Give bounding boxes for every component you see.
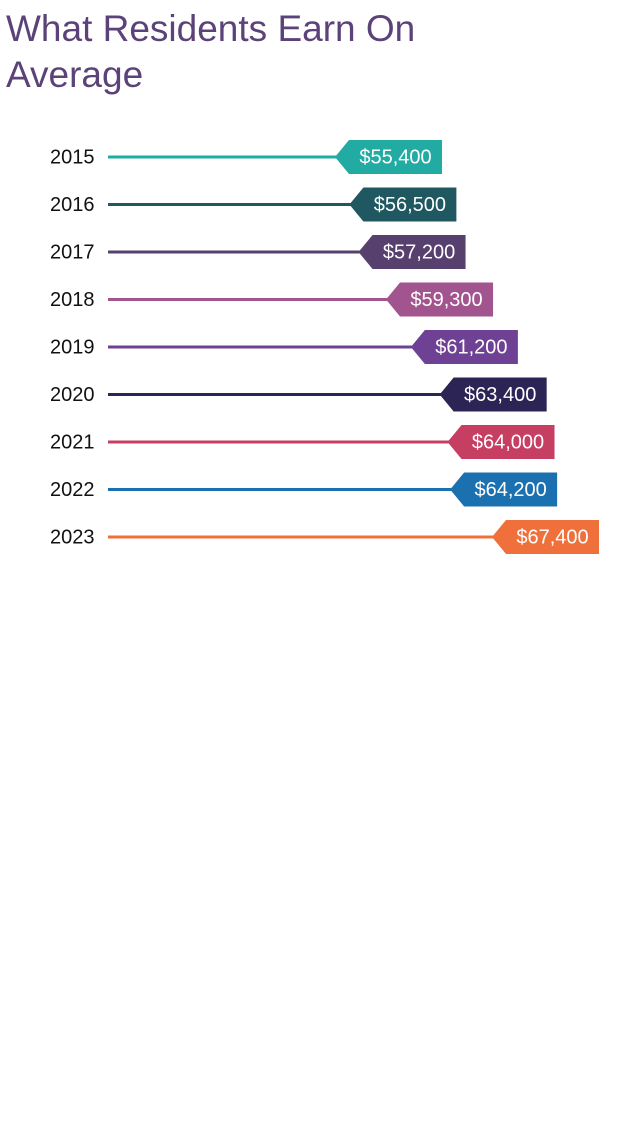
category-label: 2022 <box>50 479 95 501</box>
value-tag <box>410 330 518 364</box>
value-tag <box>450 472 558 507</box>
category-label: 2021 <box>50 431 95 453</box>
category-label: 2019 <box>50 336 95 358</box>
value-tag <box>349 187 457 222</box>
value-tag <box>439 377 547 412</box>
category-label: 2018 <box>50 289 95 311</box>
category-label: 2017 <box>50 241 95 263</box>
value-label: $55,400 <box>359 146 431 168</box>
value-label: $61,200 <box>435 336 507 358</box>
value-label: $56,500 <box>374 194 446 216</box>
chart-title: What Residents Earn On Average <box>6 8 416 95</box>
value-tag <box>358 235 466 269</box>
category-label: 2016 <box>50 194 95 216</box>
value-tag <box>335 140 442 174</box>
value-label: $57,200 <box>383 241 455 263</box>
category-label: 2020 <box>50 384 95 406</box>
value-label: $59,300 <box>410 289 482 311</box>
value-tag <box>492 520 599 554</box>
value-label: $64,000 <box>472 431 544 453</box>
category-label: 2023 <box>50 526 95 548</box>
value-label: $64,200 <box>474 479 546 501</box>
value-label: $63,400 <box>464 384 536 406</box>
value-tag <box>447 425 555 459</box>
value-tag <box>386 282 494 317</box>
value-label: $67,400 <box>516 526 588 548</box>
category-label: 2015 <box>50 146 95 168</box>
